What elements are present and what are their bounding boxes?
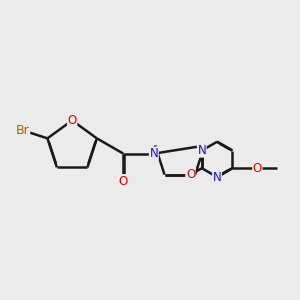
Text: N: N [213,170,221,184]
Text: N: N [149,147,158,160]
Text: Br: Br [16,124,30,137]
Text: O: O [253,162,262,175]
Text: O: O [186,168,195,181]
Text: O: O [119,175,128,188]
Text: O: O [68,114,77,127]
Text: N: N [197,144,206,157]
